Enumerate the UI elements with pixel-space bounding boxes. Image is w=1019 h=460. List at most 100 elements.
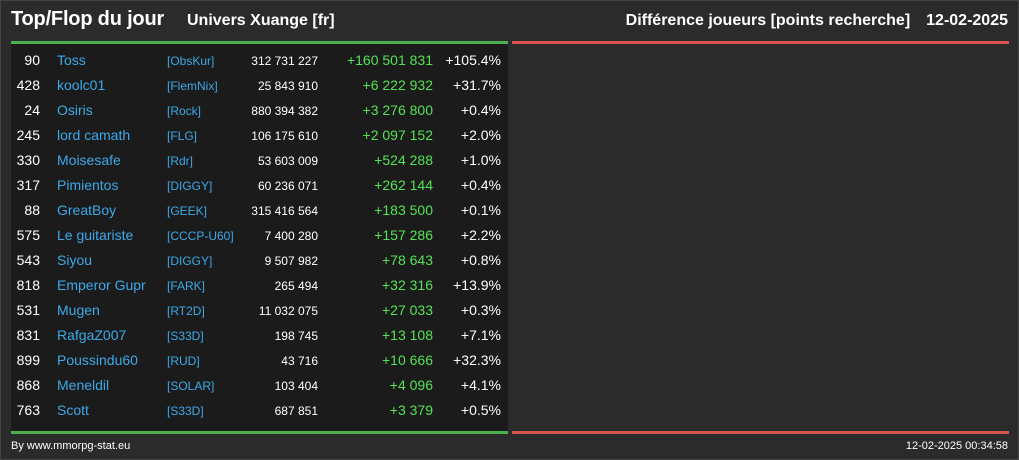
table-row: 90 Toss [ObsKur] 312 731 227 +160 501 831 +10… (11, 48, 508, 73)
player-name-link[interactable]: Emperor Gupr (57, 277, 146, 293)
alliance-tag-link[interactable]: [S33D] (167, 404, 204, 418)
player-rank: 90 (24, 52, 40, 68)
percent-change: +0.4% (460, 177, 501, 193)
player-rank: 818 (16, 277, 40, 293)
points-difference: +160 501 831 (346, 52, 433, 68)
player-rank: 531 (16, 302, 40, 318)
player-rank: 245 (16, 127, 40, 143)
alliance-tag-link[interactable]: [SOLAR] (167, 379, 215, 393)
percent-change: +0.5% (460, 402, 501, 418)
player-rank: 831 (16, 327, 40, 343)
percent-change: +2.0% (460, 127, 501, 143)
player-rank: 575 (16, 227, 40, 243)
alliance-tag-link[interactable]: [CCCP-U60] (167, 229, 234, 243)
percent-change: +31.7% (453, 77, 501, 93)
alliance-tag-link[interactable]: [Rdr] (167, 154, 194, 168)
percent-change: +0.1% (460, 202, 501, 218)
flop-bottom-line (512, 431, 1009, 434)
points-difference: +524 288 (374, 152, 433, 168)
points-difference: +10 666 (382, 352, 433, 368)
header-date: 12-02-2025 (926, 12, 1008, 29)
table-row: 818 Emperor Gupr [FARK] 265 494 +32 316 +13.9… (11, 273, 508, 298)
table-row: 868 Meneldil [SOLAR] 103 404 +4 096 +4.1% (11, 373, 508, 398)
player-name-link[interactable]: GreatBoy (57, 202, 117, 218)
table-row: 428 koolc01 [FlemNix] 25 843 910 +6 222 932 +… (11, 73, 508, 98)
alliance-tag-link[interactable]: [RUD] (167, 354, 200, 368)
alliance-tag-link[interactable]: [Rock] (167, 104, 202, 118)
alliance-tag-link[interactable]: [FLG] (167, 129, 198, 143)
player-points: 265 494 (274, 279, 318, 293)
percent-change: +7.1% (460, 327, 501, 343)
top-bottom-line (11, 431, 508, 434)
points-difference: +262 144 (374, 177, 433, 193)
player-name-link[interactable]: Pimientos (57, 177, 119, 193)
percent-change: +0.4% (460, 102, 501, 118)
alliance-tag-link[interactable]: [DIGGY] (167, 179, 213, 193)
player-name-link[interactable]: RafgaZ007 (57, 327, 127, 343)
player-rank: 317 (16, 177, 40, 193)
top-players-table: 90 Toss [ObsKur] 312 731 227 +160 501 831 +10… (11, 44, 508, 431)
universe-label: Univers Xuange [fr] (187, 12, 335, 29)
table-row: 245 lord camath [FLG] 106 175 610 +2 097 152… (11, 123, 508, 148)
player-points: 60 236 071 (257, 179, 318, 193)
points-difference: +183 500 (374, 202, 433, 218)
player-name-link[interactable]: koolc01 (57, 77, 106, 93)
player-name-link[interactable]: Scott (57, 402, 89, 418)
alliance-tag-link[interactable]: [S33D] (167, 329, 204, 343)
table-row: 317 Pimientos [DIGGY] 60 236 071 +262 144 +0.… (11, 173, 508, 198)
alliance-tag-link[interactable]: [ObsKur] (167, 54, 215, 68)
player-points: 53 603 009 (257, 154, 318, 168)
table-row: 24 Osiris [Rock] 880 394 382 +3 276 800 +0.4% (11, 98, 508, 123)
points-difference: +6 222 932 (362, 77, 433, 93)
player-points: 312 731 227 (251, 54, 318, 68)
player-name-link[interactable]: Siyou (57, 252, 93, 268)
player-name-link[interactable]: Toss (57, 52, 86, 68)
player-rank: 543 (16, 252, 40, 268)
percent-change: +2.2% (460, 227, 501, 243)
alliance-tag-link[interactable]: [FARK] (167, 279, 206, 293)
player-name-link[interactable]: Mugen (57, 302, 100, 318)
player-points: 687 851 (274, 404, 318, 418)
player-rank: 24 (24, 102, 40, 118)
percent-change: +32.3% (453, 352, 501, 368)
player-name-link[interactable]: Le guitariste (57, 227, 134, 243)
percent-change: +0.3% (460, 302, 501, 318)
player-points: 880 394 382 (251, 104, 318, 118)
player-rank: 899 (16, 352, 40, 368)
player-rank: 868 (16, 377, 40, 393)
player-points: 103 404 (274, 379, 318, 393)
player-name-link[interactable]: Poussindu60 (57, 352, 138, 368)
page-title: Top/Flop du jour (11, 8, 165, 30)
alliance-tag-link[interactable]: [GEEK] (167, 204, 208, 218)
player-name-link[interactable]: Osiris (57, 102, 93, 118)
alliance-tag-link[interactable]: [RT2D] (167, 304, 205, 318)
table-row: 831 RafgaZ007 [S33D] 198 745 +13 108 +7.1% (11, 323, 508, 348)
player-points: 43 716 (281, 354, 318, 368)
alliance-tag-link[interactable]: [FlemNix] (167, 79, 218, 93)
percent-change: +4.1% (460, 377, 501, 393)
header-right: Différence joueurs [points recherche] 12-… (626, 12, 1008, 30)
points-difference: +4 096 (389, 377, 433, 393)
points-difference: +157 286 (374, 227, 433, 243)
header: Top/Flop du jour Univers Xuange [fr] Dif… (1, 1, 1018, 41)
table-row: 88 GreatBoy [GEEK] 315 416 564 +183 500 +0.1% (11, 198, 508, 223)
points-difference: +3 379 (389, 402, 433, 418)
points-difference: +27 033 (382, 302, 433, 318)
alliance-tag-link[interactable]: [DIGGY] (167, 254, 213, 268)
table-row: 763 Scott [S33D] 687 851 +3 379 +0.5% (11, 398, 508, 423)
player-points: 198 745 (274, 329, 318, 343)
player-points: 9 507 982 (264, 254, 318, 268)
player-rank: 428 (16, 77, 40, 93)
player-name-link[interactable]: Meneldil (57, 377, 110, 393)
generated-timestamp: 12-02-2025 00:34:58 (905, 440, 1008, 452)
player-points: 315 416 564 (251, 204, 318, 218)
site-credit: By www.mmorpg-stat.eu (11, 440, 131, 452)
metric-label: Différence joueurs [points recherche] (625, 12, 911, 29)
player-name-link[interactable]: lord camath (57, 127, 131, 143)
player-points: 7 400 280 (264, 229, 318, 243)
points-difference: +32 316 (382, 277, 433, 293)
top-divider-line (11, 41, 508, 44)
points-difference: +3 276 800 (362, 102, 433, 118)
player-name-link[interactable]: Moisesafe (57, 152, 121, 168)
